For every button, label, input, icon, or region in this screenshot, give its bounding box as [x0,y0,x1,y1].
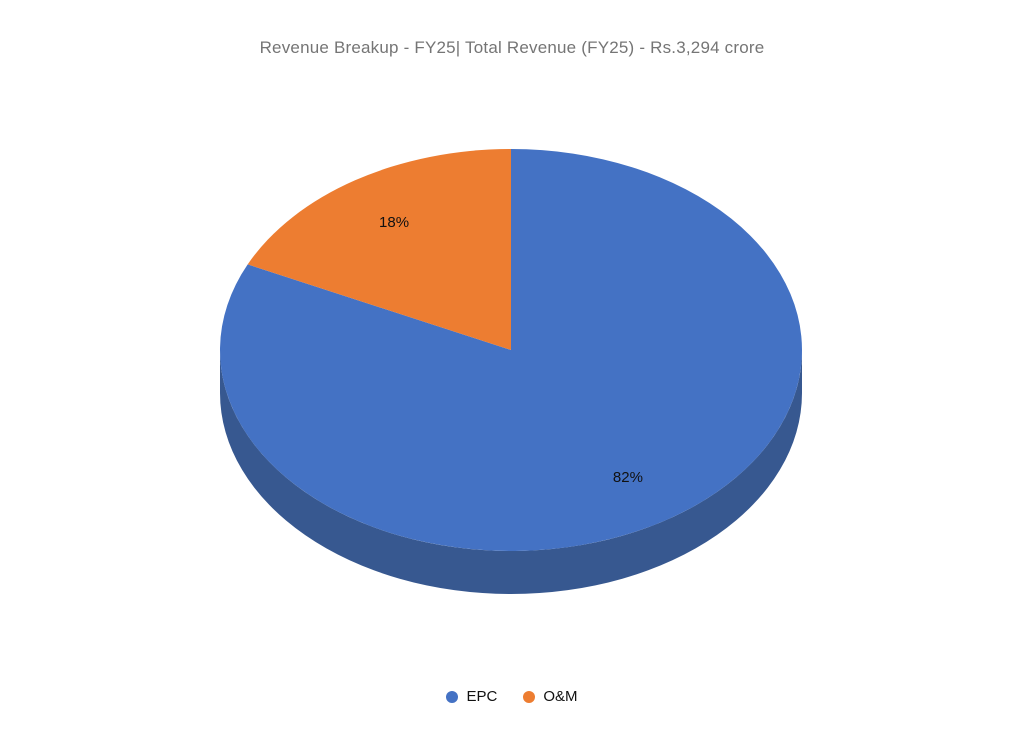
data-label-om: 18% [379,214,409,231]
legend-marker-epc-icon [446,690,459,703]
legend-label-om: O&M [543,688,578,705]
legend-item-epc: EPC [446,688,497,705]
pie-slice-om [247,149,512,350]
legend: EPC O&M [0,688,1024,705]
legend-marker-om-icon [523,690,536,703]
chart-title: Revenue Breakup - FY25| Total Revenue (F… [259,38,765,57]
legend-label-epc: EPC [466,688,498,705]
data-label-epc: 82% [613,469,643,486]
legend-item-om: O&M [523,688,578,705]
pie-side [220,350,802,594]
pie-slice-epc [220,149,802,552]
